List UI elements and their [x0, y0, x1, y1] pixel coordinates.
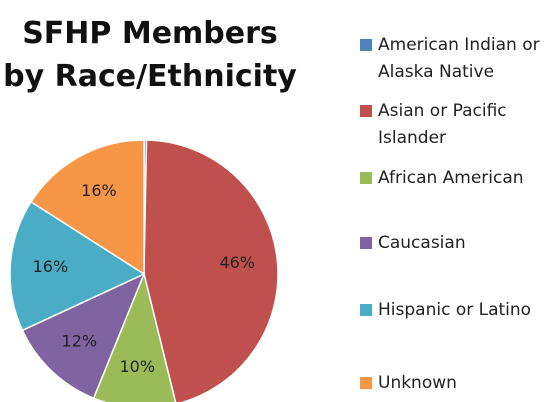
legend-label: Hispanic or Latino: [378, 300, 532, 320]
legend-item: African American: [360, 165, 550, 192]
legend-swatch: [360, 237, 372, 249]
legend-label: African American: [378, 168, 524, 188]
slice-label: 12%: [62, 331, 98, 350]
legend-label: Asian or Pacific Islander: [378, 101, 507, 148]
legend-label: American Indian or Alaska Native: [378, 35, 540, 82]
legend-item: Caucasian: [360, 230, 550, 257]
legend-item: American Indian or Alaska Native: [360, 32, 550, 86]
slice-label: 46%: [219, 253, 255, 272]
pie-slice: [30, 139, 145, 276]
legend-swatch: [360, 377, 372, 389]
legend-item: Hispanic or Latino: [360, 297, 550, 324]
pie-slice: [92, 271, 177, 402]
chart-title: SFHP Members by Race/Ethnicity: [3, 16, 297, 94]
legend-swatch: [360, 105, 372, 117]
slice-label: 16%: [81, 181, 117, 200]
legend-swatch: [360, 39, 372, 51]
legend-item: Unknown: [360, 370, 550, 397]
pie-slice: [9, 200, 146, 332]
slice-label: 10%: [119, 357, 155, 376]
legend-label: Caucasian: [378, 233, 466, 253]
legend-label: Unknown: [378, 373, 457, 393]
pie-slice: [21, 272, 146, 400]
legend-swatch: [360, 172, 372, 184]
legend-swatch: [360, 304, 372, 316]
legend-item: Asian or Pacific Islander: [360, 98, 550, 152]
slice-label: 16%: [33, 257, 69, 276]
pie-slice: [143, 139, 279, 402]
